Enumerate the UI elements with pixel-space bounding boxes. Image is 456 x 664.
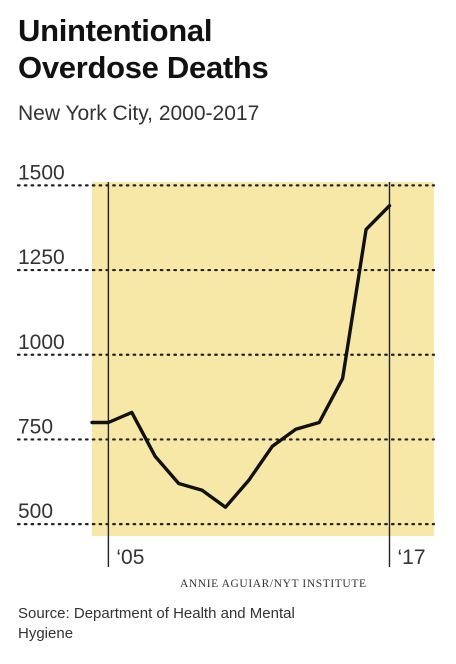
chart-title: Unintentional Overdose Deaths xyxy=(18,12,269,86)
data-point-2016 xyxy=(365,228,368,231)
data-point-2014 xyxy=(318,421,321,424)
y-tick-label-500: 500 xyxy=(18,500,53,523)
data-point-2015 xyxy=(341,377,344,380)
credit-line: ANNIE AGUIAR/NYT INSTITUTE xyxy=(180,578,367,590)
source-note: Source: Department of Health and Mental … xyxy=(18,605,295,642)
data-point-2005 xyxy=(107,421,110,424)
data-point-2007 xyxy=(154,455,157,458)
y-tick-label-1500: 1500 xyxy=(18,161,65,184)
chart-subtitle: New York City, 2000-2017 xyxy=(18,102,260,125)
data-point-2012 xyxy=(271,445,274,448)
title-line-1: Unintentional xyxy=(18,13,213,48)
data-point-2011 xyxy=(247,479,250,482)
x-tick-label-2017: ‘17 xyxy=(397,546,425,569)
y-tick-label-750: 750 xyxy=(18,415,53,438)
x-tick-label-2005: ‘05 xyxy=(116,546,144,569)
data-point-2017 xyxy=(388,204,391,207)
y-tick-label-1000: 1000 xyxy=(18,331,65,354)
data-point-2010 xyxy=(224,506,227,509)
plot-background xyxy=(92,182,434,536)
line-chart: 1500 1250 1000 750 500 ‘05 ‘17 xyxy=(16,161,436,569)
data-point-2009 xyxy=(201,489,204,492)
data-point-2013 xyxy=(294,428,297,431)
title-line-2: Overdose Deaths xyxy=(18,50,269,85)
data-point-2008 xyxy=(177,482,180,485)
series-line xyxy=(90,204,392,509)
data-point-2006 xyxy=(130,411,133,414)
y-tick-label-1250: 1250 xyxy=(18,246,65,269)
